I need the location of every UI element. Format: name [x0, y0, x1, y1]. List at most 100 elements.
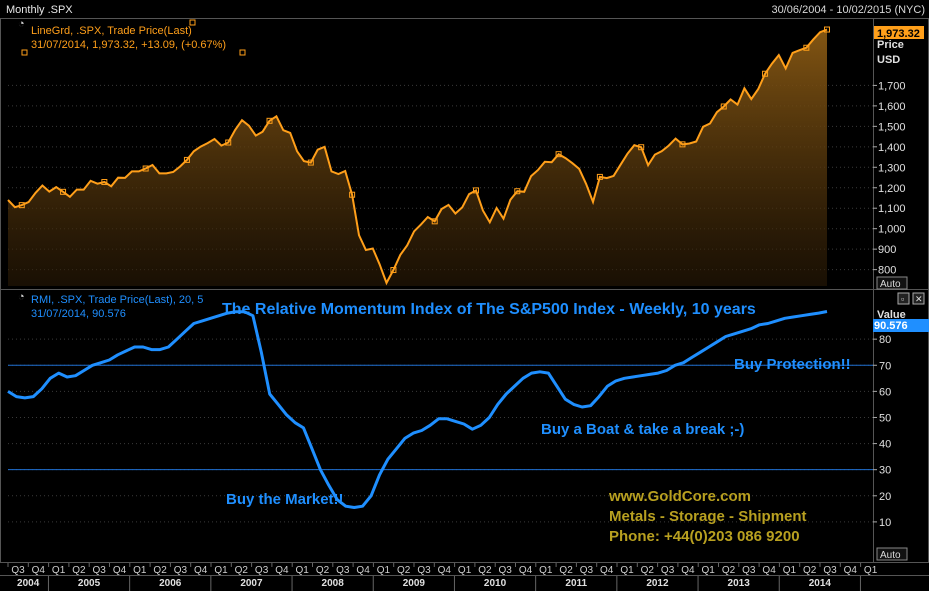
- last-price-badge: [874, 26, 924, 39]
- rmi-tick-label: 40: [879, 439, 891, 451]
- close-icon: ✕: [915, 294, 923, 304]
- price-tick-label: 1,600: [878, 101, 906, 113]
- x-quarter-label: Q3: [580, 565, 594, 576]
- price-marker: [431, 218, 438, 225]
- x-quarter-label: Q1: [783, 565, 797, 576]
- x-quarter-label: Q1: [864, 565, 878, 576]
- price-marker: [142, 165, 149, 172]
- x-quarter-label: Q2: [641, 565, 655, 576]
- x-quarter-label: Q1: [296, 565, 310, 576]
- rmi-axis-title: Value: [877, 309, 906, 321]
- x-year-label: 2006: [159, 578, 182, 589]
- chart-title: Monthly .SPX: [6, 4, 73, 16]
- annotation-buy-market: Buy the Market!!: [226, 491, 344, 508]
- rmi-tick-label: 30: [879, 465, 891, 477]
- x-year-label: 2010: [484, 578, 507, 589]
- price-legend-values: 31/07/2014, 1,973.32, +13.09, (+0.67%): [31, 39, 226, 51]
- price-marker: [762, 70, 769, 77]
- x-year-label: 2007: [240, 578, 263, 589]
- price-axis-unit: USD: [877, 54, 900, 66]
- price-marker: [596, 173, 603, 180]
- x-quarter-label: Q1: [377, 565, 391, 576]
- x-quarter-label: Q2: [803, 565, 817, 576]
- rmi-tick-label: 70: [879, 360, 891, 372]
- x-quarter-label: Q4: [762, 565, 776, 576]
- rmi-line: [7, 310, 828, 509]
- price-legend-name: LineGrd, .SPX, Trade Price(Last): [31, 25, 192, 37]
- x-quarter-label: Q2: [72, 565, 86, 576]
- rmi-chart-title: The Relative Momentum Index of The S&P50…: [222, 301, 756, 318]
- legend-clock-icon: ◔: [18, 18, 25, 30]
- x-year-label: 2013: [728, 578, 751, 589]
- x-quarter-label: Q3: [661, 565, 675, 576]
- price-auto-button[interactable]: [876, 276, 908, 290]
- price-area-fill: [8, 29, 827, 286]
- x-quarter-label: Q2: [722, 565, 736, 576]
- price-marker: [60, 188, 67, 195]
- watermark-phone: Phone: +44(0)203 086 9200: [609, 528, 800, 545]
- price-marker: [307, 159, 314, 166]
- x-quarter-label: Q4: [113, 565, 127, 576]
- price-marker: [824, 26, 830, 33]
- x-quarter-label: Q4: [519, 565, 533, 576]
- x-quarter-label: Q1: [620, 565, 634, 576]
- legend-marker: [21, 49, 28, 56]
- price-marker: [555, 151, 562, 158]
- x-quarter-label: Q4: [438, 565, 452, 576]
- price-tick-label: 800: [878, 265, 896, 277]
- rmi-tick-label: 60: [879, 386, 891, 398]
- price-tick-label: 1,400: [878, 142, 906, 154]
- price-marker: [803, 44, 810, 51]
- x-quarter-label: Q3: [417, 565, 431, 576]
- price-marker: [101, 179, 108, 186]
- x-year-label: 2011: [565, 578, 587, 589]
- rmi-tick-label: 80: [879, 334, 891, 346]
- price-marker: [225, 139, 232, 146]
- x-quarter-label: Q4: [844, 565, 858, 576]
- x-quarter-label: Q4: [275, 565, 289, 576]
- x-year-label: 2012: [646, 578, 669, 589]
- rmi-auto-button[interactable]: [876, 547, 908, 561]
- watermark-tagline: Metals - Storage - Shipment: [609, 508, 807, 525]
- rmi-legend-values: 31/07/2014, 90.576: [31, 308, 126, 320]
- annotation-buy-boat: Buy a Boat & take a break ;-): [541, 421, 744, 438]
- x-quarter-label: Q2: [478, 565, 492, 576]
- price-tick-label: 1,000: [878, 224, 906, 236]
- x-quarter-label: Q1: [52, 565, 66, 576]
- price-tick-label: 900: [878, 244, 896, 256]
- x-quarter-label: Q1: [458, 565, 472, 576]
- annotation-buy-protection: Buy Protection!!: [734, 356, 851, 373]
- x-quarter-label: Q3: [174, 565, 188, 576]
- x-quarter-label: Q1: [214, 565, 228, 576]
- x-quarter-label: Q3: [336, 565, 350, 576]
- legend-marker: [189, 19, 196, 26]
- restore-panel-button[interactable]: [897, 292, 910, 305]
- x-quarter-label: Q3: [93, 565, 107, 576]
- last-rmi-label: 90.576: [874, 320, 908, 332]
- watermark-url: www.GoldCore.com: [608, 488, 751, 505]
- x-year-label: 2005: [78, 578, 101, 589]
- date-range: 30/06/2004 - 10/02/2015 (NYC): [771, 4, 926, 16]
- price-marker: [266, 117, 273, 124]
- price-tick-label: 1,200: [878, 183, 906, 195]
- x-quarter-label: Q2: [316, 565, 330, 576]
- x-quarter-label: Q4: [681, 565, 695, 576]
- price-marker: [183, 156, 190, 163]
- x-quarter-label: Q3: [823, 565, 837, 576]
- x-quarter-label: Q1: [702, 565, 716, 576]
- price-marker: [514, 188, 521, 195]
- price-axis-title: Price: [877, 39, 904, 51]
- last-price-label: 1,973.32: [877, 28, 920, 40]
- last-rmi-badge: [873, 319, 929, 332]
- x-quarter-label: Q2: [559, 565, 573, 576]
- x-year-label: 2014: [809, 578, 832, 589]
- x-quarter-label: Q3: [255, 565, 269, 576]
- price-tick-label: 1,700: [878, 80, 906, 92]
- price-marker: [473, 187, 479, 194]
- close-panel-button[interactable]: [912, 292, 925, 305]
- restore-icon: ▫: [901, 294, 904, 304]
- price-tick-label: 1,100: [878, 203, 906, 215]
- x-quarter-label: Q2: [153, 565, 167, 576]
- rmi-legend-clock-icon: ◔: [18, 291, 25, 303]
